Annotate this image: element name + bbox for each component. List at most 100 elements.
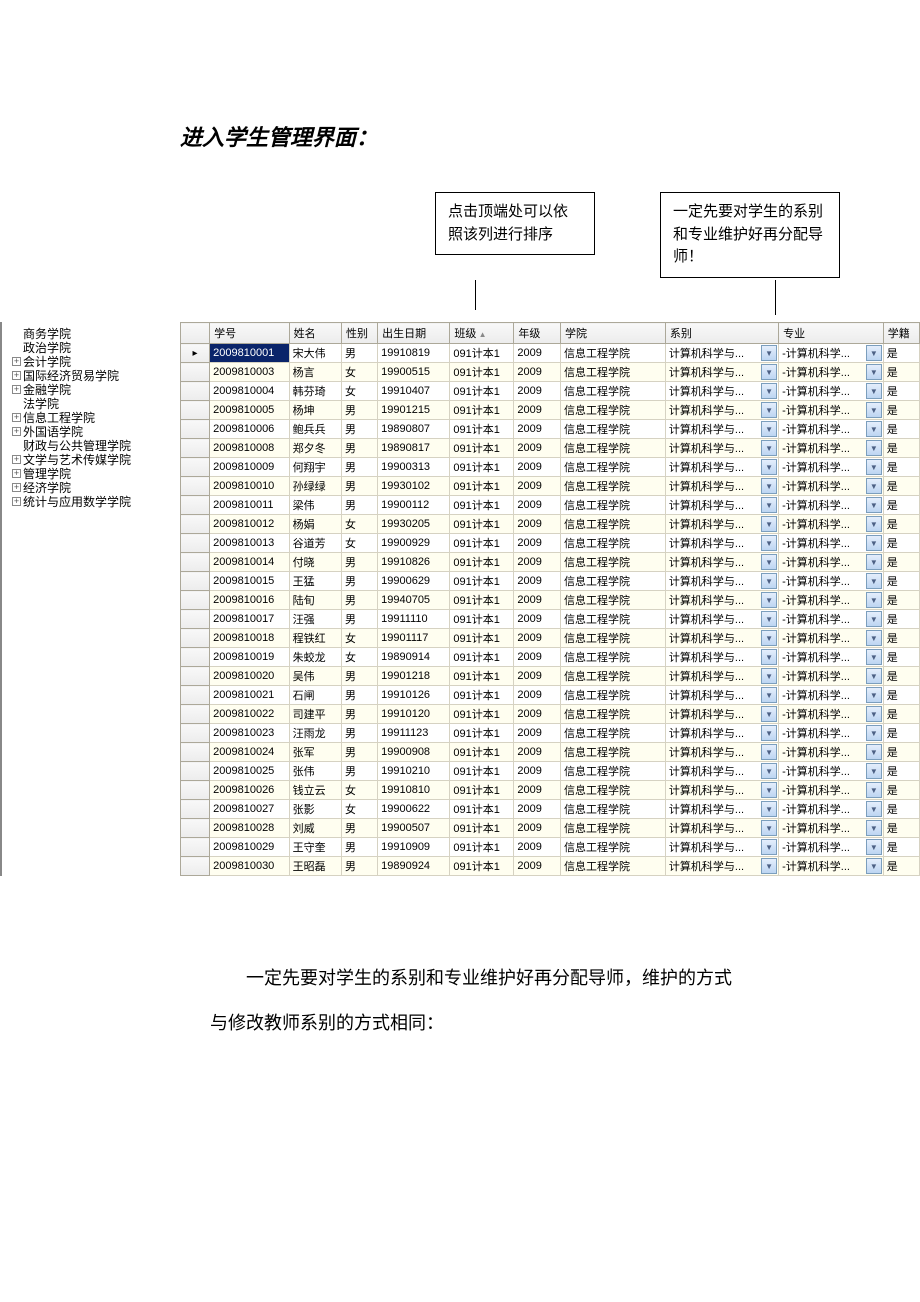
cell-name[interactable]: 程铁红 xyxy=(289,629,341,648)
cell-birth[interactable]: 19890807 xyxy=(378,420,450,439)
row-selector[interactable] xyxy=(181,553,210,572)
row-selector[interactable] xyxy=(181,838,210,857)
dropdown-icon[interactable]: ▼ xyxy=(761,611,777,627)
cell-college[interactable]: 信息工程学院 xyxy=(561,724,666,743)
cell-year[interactable]: 2009 xyxy=(514,857,561,876)
cell-name[interactable]: 杨坤 xyxy=(289,401,341,420)
cell-id[interactable]: 2009810026 xyxy=(210,781,289,800)
cell-status[interactable]: 是 xyxy=(883,363,919,382)
cell-id[interactable]: 2009810020 xyxy=(210,667,289,686)
table-row[interactable]: 2009810016陆旬男19940705091计本12009信息工程学院计算机… xyxy=(181,591,920,610)
cell-college[interactable]: 信息工程学院 xyxy=(561,838,666,857)
dropdown-icon[interactable]: ▼ xyxy=(866,706,882,722)
cell-status[interactable]: 是 xyxy=(883,724,919,743)
cell-id[interactable]: 2009810008 xyxy=(210,439,289,458)
cell-status[interactable]: 是 xyxy=(883,401,919,420)
dropdown-icon[interactable]: ▼ xyxy=(761,668,777,684)
dropdown-icon[interactable]: ▼ xyxy=(866,858,882,874)
cell-status[interactable]: 是 xyxy=(883,534,919,553)
cell-class[interactable]: 091计本1 xyxy=(450,458,514,477)
cell-college[interactable]: 信息工程学院 xyxy=(561,819,666,838)
cell-birth[interactable]: 19911110 xyxy=(378,610,450,629)
cell-sex[interactable]: 男 xyxy=(342,724,378,743)
cell-major[interactable]: -计算机科学...▼ xyxy=(779,610,884,629)
header-year[interactable]: 年级 xyxy=(514,323,561,344)
cell-status[interactable]: 是 xyxy=(883,458,919,477)
dropdown-icon[interactable]: ▼ xyxy=(866,763,882,779)
dropdown-icon[interactable]: ▼ xyxy=(866,611,882,627)
cell-college[interactable]: 信息工程学院 xyxy=(561,420,666,439)
cell-dept[interactable]: 计算机科学与...▼ xyxy=(665,724,778,743)
dropdown-icon[interactable]: ▼ xyxy=(761,782,777,798)
row-selector[interactable] xyxy=(181,743,210,762)
header-college[interactable]: 学院 xyxy=(561,323,666,344)
cell-major[interactable]: -计算机科学...▼ xyxy=(779,420,884,439)
dropdown-icon[interactable]: ▼ xyxy=(761,592,777,608)
cell-id[interactable]: 2009810016 xyxy=(210,591,289,610)
cell-dept[interactable]: 计算机科学与...▼ xyxy=(665,629,778,648)
cell-class[interactable]: 091计本1 xyxy=(450,382,514,401)
cell-college[interactable]: 信息工程学院 xyxy=(561,477,666,496)
table-row[interactable]: 2009810019朱蛟龙女19890914091计本12009信息工程学院计算… xyxy=(181,648,920,667)
cell-dept[interactable]: 计算机科学与...▼ xyxy=(665,382,778,401)
cell-id[interactable]: 2009810021 xyxy=(210,686,289,705)
cell-name[interactable]: 郑夕冬 xyxy=(289,439,341,458)
cell-name[interactable]: 王昭磊 xyxy=(289,857,341,876)
cell-id[interactable]: 2009810005 xyxy=(210,401,289,420)
cell-birth[interactable]: 19890817 xyxy=(378,439,450,458)
cell-class[interactable]: 091计本1 xyxy=(450,781,514,800)
cell-major[interactable]: -计算机科学...▼ xyxy=(779,838,884,857)
header-class[interactable]: 班级 xyxy=(450,323,514,344)
table-row[interactable]: 2009810003杨言女19900515091计本12009信息工程学院计算机… xyxy=(181,363,920,382)
cell-dept[interactable]: 计算机科学与...▼ xyxy=(665,800,778,819)
header-major[interactable]: 专业 xyxy=(779,323,884,344)
cell-college[interactable]: 信息工程学院 xyxy=(561,534,666,553)
dropdown-icon[interactable]: ▼ xyxy=(761,554,777,570)
table-row[interactable]: 2009810009何翔宇男19900313091计本12009信息工程学院计算… xyxy=(181,458,920,477)
cell-birth[interactable]: 19900929 xyxy=(378,534,450,553)
cell-status[interactable]: 是 xyxy=(883,553,919,572)
cell-dept[interactable]: 计算机科学与...▼ xyxy=(665,553,778,572)
row-selector[interactable] xyxy=(181,420,210,439)
cell-status[interactable]: 是 xyxy=(883,705,919,724)
cell-college[interactable]: 信息工程学院 xyxy=(561,667,666,686)
cell-class[interactable]: 091计本1 xyxy=(450,553,514,572)
dropdown-icon[interactable]: ▼ xyxy=(866,630,882,646)
cell-name[interactable]: 张伟 xyxy=(289,762,341,781)
cell-major[interactable]: -计算机科学...▼ xyxy=(779,819,884,838)
cell-class[interactable]: 091计本1 xyxy=(450,629,514,648)
dropdown-icon[interactable]: ▼ xyxy=(866,573,882,589)
cell-birth[interactable]: 19900908 xyxy=(378,743,450,762)
cell-sex[interactable]: 男 xyxy=(342,838,378,857)
cell-class[interactable]: 091计本1 xyxy=(450,838,514,857)
cell-birth[interactable]: 19890914 xyxy=(378,648,450,667)
cell-college[interactable]: 信息工程学院 xyxy=(561,382,666,401)
cell-major[interactable]: -计算机科学...▼ xyxy=(779,857,884,876)
row-selector[interactable] xyxy=(181,667,210,686)
cell-dept[interactable]: 计算机科学与...▼ xyxy=(665,762,778,781)
cell-id[interactable]: 2009810014 xyxy=(210,553,289,572)
cell-major[interactable]: -计算机科学...▼ xyxy=(779,629,884,648)
dropdown-icon[interactable]: ▼ xyxy=(866,516,882,532)
cell-status[interactable]: 是 xyxy=(883,610,919,629)
cell-year[interactable]: 2009 xyxy=(514,515,561,534)
cell-dept[interactable]: 计算机科学与...▼ xyxy=(665,477,778,496)
row-selector[interactable] xyxy=(181,705,210,724)
cell-birth[interactable]: 19910810 xyxy=(378,781,450,800)
cell-id[interactable]: 2009810030 xyxy=(210,857,289,876)
cell-class[interactable]: 091计本1 xyxy=(450,420,514,439)
dropdown-icon[interactable]: ▼ xyxy=(761,516,777,532)
dropdown-icon[interactable]: ▼ xyxy=(866,402,882,418)
cell-status[interactable]: 是 xyxy=(883,762,919,781)
cell-id[interactable]: 2009810010 xyxy=(210,477,289,496)
cell-sex[interactable]: 男 xyxy=(342,553,378,572)
table-row[interactable]: 2009810022司建平男19910120091计本12009信息工程学院计算… xyxy=(181,705,920,724)
cell-year[interactable]: 2009 xyxy=(514,591,561,610)
cell-class[interactable]: 091计本1 xyxy=(450,344,514,363)
dropdown-icon[interactable]: ▼ xyxy=(761,383,777,399)
dropdown-icon[interactable]: ▼ xyxy=(761,478,777,494)
cell-birth[interactable]: 19901117 xyxy=(378,629,450,648)
dropdown-icon[interactable]: ▼ xyxy=(866,687,882,703)
cell-status[interactable]: 是 xyxy=(883,667,919,686)
cell-birth[interactable]: 19910407 xyxy=(378,382,450,401)
